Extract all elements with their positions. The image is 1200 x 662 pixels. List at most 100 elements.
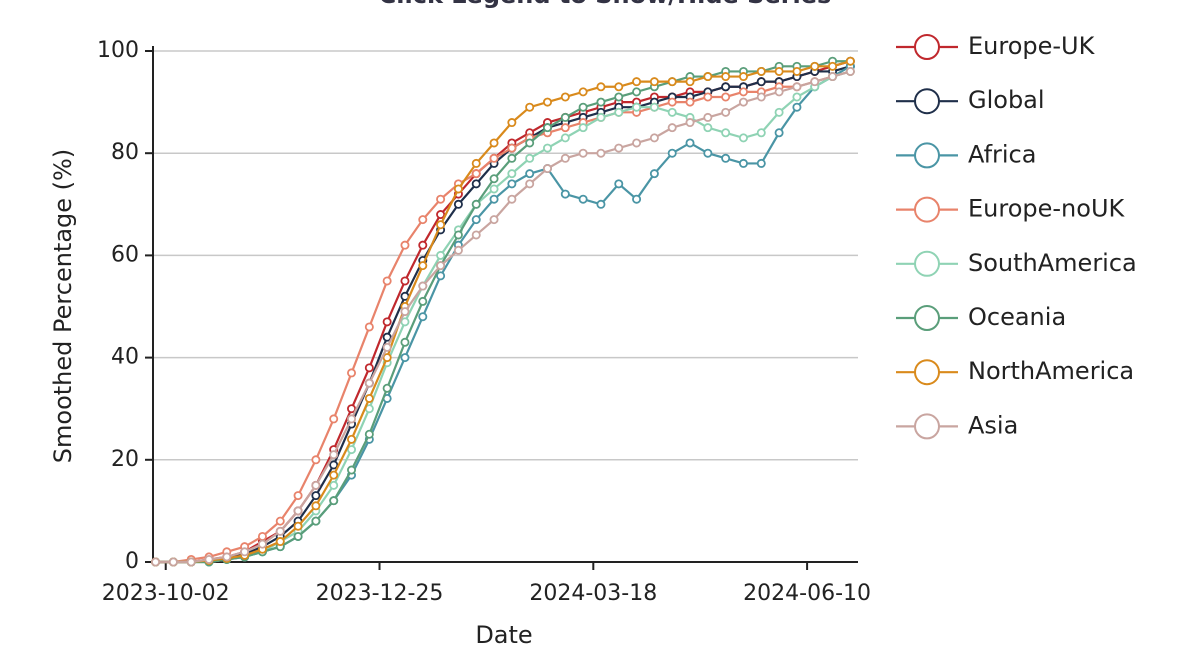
data-point — [756, 92, 766, 102]
series-line — [155, 60, 851, 564]
legend-item[interactable]: NorthAmerica — [896, 357, 1134, 386]
series — [151, 61, 855, 567]
data-point — [471, 169, 481, 179]
data-point — [774, 107, 784, 117]
data-point — [400, 240, 410, 250]
legend-label: Asia — [968, 411, 1018, 439]
data-point — [489, 174, 499, 184]
data-point — [168, 557, 178, 567]
data-point — [418, 312, 428, 322]
data-point — [347, 434, 357, 444]
data-point — [418, 296, 428, 306]
legend-label: Africa — [968, 140, 1036, 168]
data-point — [275, 537, 285, 547]
legend-item[interactable]: Asia — [896, 411, 1018, 440]
data-point — [311, 480, 321, 490]
series — [151, 56, 855, 567]
data-point — [774, 66, 784, 76]
data-point — [649, 77, 659, 87]
data-point — [364, 322, 374, 332]
legend-item[interactable]: SouthAmerica — [896, 249, 1137, 277]
data-point — [364, 393, 374, 403]
data-point — [596, 82, 606, 92]
data-point — [721, 82, 731, 92]
data-point — [632, 87, 642, 97]
data-point — [828, 72, 838, 82]
data-point — [560, 92, 570, 102]
data-point — [293, 506, 303, 516]
data-point — [222, 552, 232, 562]
legend-item[interactable]: Oceania — [896, 303, 1066, 331]
data-point — [721, 107, 731, 117]
legend-marker — [914, 305, 940, 331]
data-point — [810, 77, 820, 87]
data-point — [525, 169, 535, 179]
series — [151, 66, 855, 567]
data-point — [418, 240, 428, 250]
data-point — [542, 143, 552, 153]
data-point — [525, 179, 535, 189]
data-point — [685, 97, 695, 107]
series-line — [155, 65, 851, 564]
data-point — [810, 61, 820, 71]
data-point — [649, 169, 659, 179]
data-point — [596, 148, 606, 158]
y-tick-label: 100 — [97, 38, 139, 63]
data-point — [792, 66, 802, 76]
data-point — [364, 363, 374, 373]
data-point — [347, 445, 357, 455]
data-point — [560, 112, 570, 122]
data-point — [792, 92, 802, 102]
data-point — [186, 557, 196, 567]
data-point — [275, 526, 285, 536]
data-point — [507, 143, 517, 153]
series — [151, 66, 855, 567]
x-tick-label: 2023-10-02 — [102, 581, 230, 606]
data-point — [721, 92, 731, 102]
data-point — [471, 199, 481, 209]
data-point — [311, 501, 321, 511]
data-point — [738, 87, 748, 97]
data-point — [436, 210, 446, 220]
legend-marker — [914, 142, 940, 169]
data-point — [632, 77, 642, 87]
legend-item[interactable]: Europe-noUK — [896, 195, 1126, 223]
data-point — [257, 531, 267, 541]
legend-item[interactable]: Africa — [896, 140, 1036, 169]
series-line — [155, 70, 851, 564]
legend-item[interactable]: Global — [896, 86, 1045, 115]
y-tick-label: 80 — [111, 140, 139, 165]
legend-item[interactable]: Europe-UK — [896, 32, 1096, 60]
data-point — [240, 547, 250, 557]
data-point — [649, 133, 659, 143]
legend-label: Oceania — [968, 303, 1066, 331]
data-point — [685, 138, 695, 148]
data-point — [614, 82, 624, 92]
data-point — [329, 470, 339, 480]
data-point — [436, 194, 446, 204]
data-point — [542, 123, 552, 133]
data-point — [364, 378, 374, 388]
data-point — [703, 148, 713, 158]
data-point — [489, 215, 499, 225]
data-point — [400, 307, 410, 317]
legend-marker — [914, 413, 940, 440]
x-axis-label: Date — [475, 621, 532, 649]
data-point — [436, 220, 446, 230]
data-point — [596, 199, 606, 209]
data-point — [293, 521, 303, 531]
legend-marker — [914, 359, 940, 386]
data-point — [632, 138, 642, 148]
data-point — [382, 332, 392, 342]
data-point — [329, 496, 339, 506]
data-point — [257, 539, 267, 549]
legend-marker — [914, 196, 940, 223]
data-point — [489, 153, 499, 163]
data-point — [774, 128, 784, 138]
chart-title: Click Legend to Show/Hide Series — [379, 0, 832, 9]
legend-marker — [914, 250, 940, 277]
data-point — [507, 169, 517, 179]
data-point — [721, 153, 731, 163]
y-axis-label: Smoothed Percentage (%) — [49, 149, 77, 463]
